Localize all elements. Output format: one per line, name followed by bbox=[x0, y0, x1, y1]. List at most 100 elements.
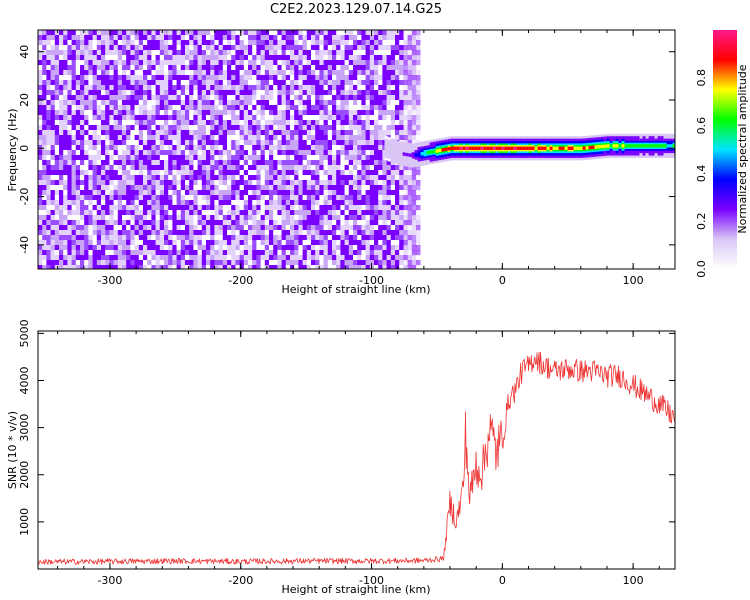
noise-cell bbox=[151, 85, 156, 91]
noise-cell bbox=[327, 140, 333, 146]
noise-cell bbox=[130, 80, 135, 86]
noise-cell bbox=[92, 135, 98, 141]
noise-cell bbox=[311, 245, 316, 251]
noise-cell bbox=[54, 145, 60, 151]
noise-cell bbox=[42, 135, 47, 141]
noise-cell bbox=[353, 50, 358, 56]
signal-cell bbox=[639, 144, 643, 148]
noise-cell bbox=[319, 250, 324, 256]
noise-cell bbox=[180, 45, 186, 51]
noise-cell bbox=[168, 225, 173, 231]
noise-cell bbox=[273, 40, 278, 46]
noise-cell bbox=[239, 125, 245, 131]
noise-cell bbox=[197, 60, 203, 66]
noise-cell bbox=[71, 250, 77, 256]
noise-cell bbox=[210, 250, 215, 256]
noise-cell bbox=[285, 155, 291, 161]
noise-cell bbox=[365, 225, 371, 231]
noise-cell bbox=[46, 245, 51, 251]
noise-cell bbox=[193, 95, 198, 101]
noise-cell bbox=[54, 100, 60, 106]
noise-cell bbox=[399, 45, 404, 51]
noise-cell bbox=[176, 55, 182, 61]
noise-cell bbox=[390, 85, 396, 91]
noise-cell bbox=[336, 60, 341, 66]
noise-cell bbox=[75, 135, 81, 141]
noise-cell bbox=[218, 160, 224, 166]
noise-cell bbox=[332, 220, 337, 226]
noise-cell bbox=[130, 195, 135, 201]
noise-cell bbox=[260, 230, 266, 236]
noise-cell bbox=[151, 265, 156, 269]
noise-cell bbox=[252, 100, 257, 106]
noise-cell bbox=[180, 225, 186, 231]
noise-cell bbox=[298, 55, 303, 61]
noise-cell bbox=[159, 145, 165, 151]
noise-cell bbox=[277, 235, 282, 241]
noise-cell bbox=[143, 110, 148, 116]
noise-cell bbox=[269, 150, 274, 156]
noise-cell bbox=[235, 105, 240, 111]
noise-cell bbox=[403, 200, 408, 206]
noise-cell bbox=[243, 260, 249, 266]
noise-cell bbox=[273, 45, 278, 51]
noise-cell bbox=[109, 265, 114, 269]
noise-cell bbox=[54, 70, 60, 76]
noise-cell bbox=[46, 230, 51, 236]
noise-cell bbox=[319, 265, 324, 269]
noise-cell bbox=[378, 35, 383, 41]
noise-cell bbox=[311, 195, 316, 201]
noise-cell bbox=[84, 115, 89, 121]
noise-cell bbox=[319, 190, 324, 196]
noise-cell bbox=[185, 230, 190, 236]
noise-cell bbox=[399, 230, 404, 236]
noise-cell bbox=[323, 145, 329, 151]
noise-cell bbox=[327, 65, 333, 71]
noise-cell bbox=[54, 235, 60, 241]
noise-cell bbox=[319, 235, 324, 241]
noise-cell bbox=[323, 190, 329, 196]
noise-cell bbox=[126, 200, 131, 206]
noise-cell bbox=[416, 195, 421, 201]
noise-cell bbox=[239, 265, 245, 269]
noise-cell bbox=[248, 145, 253, 151]
noise-cell bbox=[138, 245, 144, 251]
noise-cell bbox=[374, 100, 379, 106]
signal-cell bbox=[663, 144, 667, 148]
noise-cell bbox=[348, 65, 354, 71]
noise-cell bbox=[248, 200, 253, 206]
noise-cell bbox=[395, 110, 400, 116]
noise-cell bbox=[285, 240, 291, 246]
noise-cell bbox=[277, 35, 282, 41]
noise-cell bbox=[411, 230, 417, 236]
noise-cell bbox=[122, 255, 127, 261]
noise-cell bbox=[193, 145, 198, 151]
noise-cell bbox=[189, 80, 194, 86]
noise-cell bbox=[273, 160, 278, 166]
noise-cell bbox=[143, 65, 148, 71]
noise-cell bbox=[59, 235, 64, 241]
noise-cell bbox=[71, 70, 77, 76]
noise-cell bbox=[277, 185, 282, 191]
noise-cell bbox=[159, 155, 165, 161]
noise-cell bbox=[277, 120, 282, 126]
noise-cell bbox=[101, 65, 106, 71]
noise-cell bbox=[75, 65, 81, 71]
noise-cell bbox=[180, 190, 186, 196]
noise-cell bbox=[378, 180, 383, 186]
noise-cell bbox=[369, 135, 375, 141]
noise-cell bbox=[248, 250, 253, 256]
noise-cell bbox=[176, 120, 182, 126]
noise-cell bbox=[197, 150, 203, 156]
noise-cell bbox=[134, 165, 140, 171]
noise-cell bbox=[327, 190, 333, 196]
noise-cell bbox=[50, 200, 56, 206]
noise-cell bbox=[75, 60, 81, 66]
noise-cell bbox=[290, 255, 295, 261]
noise-cell bbox=[38, 35, 43, 41]
noise-cell bbox=[50, 215, 56, 221]
noise-cell bbox=[390, 60, 396, 66]
noise-cell bbox=[147, 215, 152, 221]
noise-cell bbox=[285, 45, 291, 51]
noise-cell bbox=[353, 110, 358, 116]
